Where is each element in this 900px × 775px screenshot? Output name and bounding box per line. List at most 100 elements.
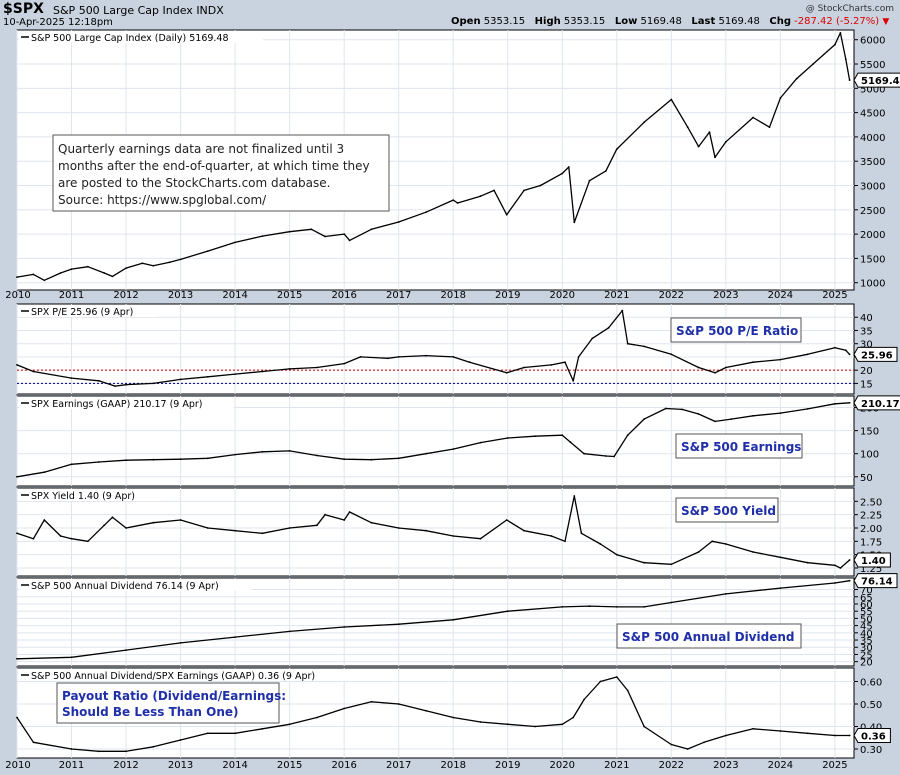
year-label-bottom: 2023 <box>713 760 738 771</box>
tick-label: 50 <box>860 473 873 484</box>
year-label-top: 2020 <box>550 290 575 301</box>
data-point <box>834 734 836 737</box>
data-point <box>643 418 645 420</box>
data-point <box>534 725 536 728</box>
data-point <box>425 354 427 357</box>
tick-label: 20 <box>860 658 873 669</box>
data-point <box>452 356 455 358</box>
data-point <box>206 457 209 460</box>
data-point <box>234 453 237 456</box>
data-point <box>643 725 645 728</box>
data-point <box>670 563 673 566</box>
last-value-badge <box>853 72 900 88</box>
tick-label: 15 <box>860 379 873 390</box>
year-label-bottom: 2021 <box>604 760 629 771</box>
data-point <box>714 156 716 159</box>
data-point <box>468 361 471 364</box>
data-point <box>179 642 182 644</box>
data-point <box>479 721 482 723</box>
tick-label: 35 <box>860 326 873 337</box>
last-value-label: 5169.48 <box>861 76 900 87</box>
data-point <box>70 377 73 379</box>
tick-label: 65 <box>860 593 873 604</box>
data-point <box>343 458 346 461</box>
year-label-bottom: 2017 <box>386 760 411 771</box>
year-label-bottom: 2024 <box>768 760 793 771</box>
data-point <box>452 535 455 537</box>
data-point <box>607 326 610 329</box>
data-point <box>714 420 716 423</box>
data-point <box>452 618 455 621</box>
data-point <box>588 179 591 182</box>
data-point <box>550 364 553 366</box>
data-point <box>670 601 673 604</box>
year-label-top: 2010 <box>5 290 30 301</box>
data-point <box>324 235 326 238</box>
data-point <box>370 521 373 524</box>
data-point <box>708 131 711 134</box>
data-point <box>397 527 400 529</box>
data-point <box>43 471 46 474</box>
data-point <box>725 140 727 143</box>
data-point <box>752 727 754 730</box>
earnings-title-box <box>675 433 803 459</box>
data-point <box>848 559 851 561</box>
last-value-badge <box>853 346 898 362</box>
data-point <box>348 511 351 513</box>
pe-title-box <box>670 317 802 343</box>
data-point <box>70 268 73 270</box>
data-point <box>686 126 689 129</box>
data-point <box>125 527 127 529</box>
data-point <box>125 383 127 386</box>
tick-label: 50 <box>860 614 873 625</box>
data-point <box>32 273 35 276</box>
data-point <box>697 145 700 148</box>
data-point <box>206 732 209 735</box>
data-point <box>534 435 536 438</box>
data-point <box>561 723 564 726</box>
tick-label: 35 <box>860 636 873 647</box>
data-point <box>425 709 427 712</box>
panel-dividend <box>16 577 855 667</box>
data-point <box>779 556 782 559</box>
data-point <box>626 342 629 345</box>
year-label-top: 2023 <box>713 290 738 301</box>
data-point <box>523 529 525 532</box>
data-point <box>621 309 624 312</box>
data-point <box>670 98 673 101</box>
data-point <box>779 587 782 589</box>
data-point <box>103 524 106 527</box>
data-point <box>506 723 509 726</box>
year-label-bottom: 2015 <box>277 760 302 771</box>
tick-label: 25 <box>860 650 873 661</box>
data-point <box>505 213 508 216</box>
data-point <box>615 606 618 608</box>
data-point <box>152 382 155 385</box>
data-point <box>768 126 771 129</box>
tick-label: 4500 <box>860 109 885 120</box>
data-point <box>848 401 851 404</box>
series-line-payout <box>16 676 850 752</box>
data-point <box>370 458 373 461</box>
data-point <box>152 745 155 748</box>
data-point <box>206 375 209 378</box>
tick-label: 45 <box>860 622 873 633</box>
data-point <box>605 170 607 172</box>
year-label-top: 2022 <box>659 290 684 301</box>
data-point <box>479 195 482 198</box>
tick-label: 6000 <box>860 36 885 47</box>
data-point <box>834 346 836 349</box>
data-point <box>844 58 847 61</box>
data-point <box>779 97 782 99</box>
data-point <box>16 364 18 366</box>
year-label-top: 2014 <box>222 290 247 301</box>
data-point <box>452 716 455 719</box>
year-label-bottom: 2020 <box>550 760 575 771</box>
data-point <box>16 716 18 719</box>
stockcharts-brand[interactable]: @ StockCharts.com <box>805 4 894 14</box>
year-label-bottom: 2014 <box>222 760 247 771</box>
data-point <box>261 370 264 373</box>
last-value-label: 1.40 <box>861 556 886 567</box>
tick-label: 60 <box>860 600 873 611</box>
pe-title-line: S&P 500 P/E Ratio <box>676 324 798 338</box>
